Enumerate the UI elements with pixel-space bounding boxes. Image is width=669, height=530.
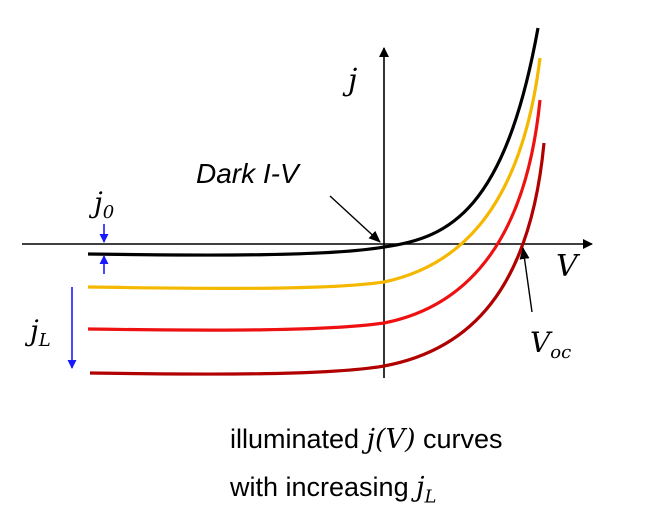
dark-iv-label: Dark I-V (196, 158, 301, 189)
j0-label: j0 (88, 186, 114, 223)
illuminated-curve-1 (87, 57, 542, 291)
x-axis-label: V (556, 249, 581, 284)
caption-line-2: with increasing jL (230, 472, 436, 507)
caption-line-2-math: j (416, 472, 425, 503)
illuminated-curve-3 (89, 142, 546, 376)
caption-line-2-text: with increasing (230, 472, 417, 502)
dark-iv-pointer (329, 195, 381, 243)
y-axis-label: j (342, 63, 357, 98)
voc-pointer (519, 247, 533, 313)
illuminated-curve-2 (87, 99, 542, 332)
caption-line-2-sub: L (424, 486, 437, 508)
caption-line-1-math: j(V) (366, 424, 416, 455)
caption-line-1-end: curves (415, 424, 503, 454)
jl-label: jL (24, 314, 51, 351)
voc-label: Voc (530, 326, 571, 363)
dark-iv-curve (87, 27, 540, 257)
caption-line-1-text: illuminated (230, 424, 367, 454)
caption-line-1: illuminated j(V) curves (230, 424, 503, 455)
